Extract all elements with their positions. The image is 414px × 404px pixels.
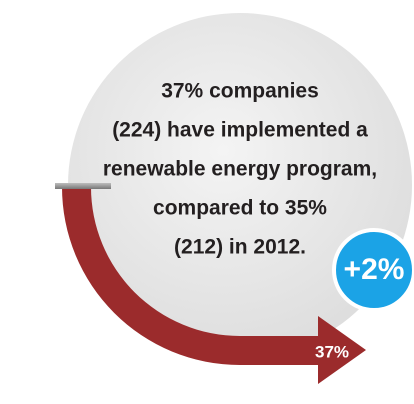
statement-line: renewable energy program, xyxy=(103,158,377,181)
start-bar xyxy=(55,183,111,189)
statement-line: (224) have implemented a xyxy=(112,119,368,142)
statement-line: 37% companies xyxy=(161,80,319,103)
statement: 37% companies (224) have implemented a r… xyxy=(103,80,377,259)
arrow-label: 37% xyxy=(315,342,349,361)
statement-line: (212) in 2012. xyxy=(174,236,306,259)
badge: +2% xyxy=(344,253,405,286)
arrow xyxy=(62,187,366,384)
background-circle xyxy=(68,13,412,357)
statement-line: compared to 35% xyxy=(153,197,327,220)
badge-circle xyxy=(332,228,414,312)
